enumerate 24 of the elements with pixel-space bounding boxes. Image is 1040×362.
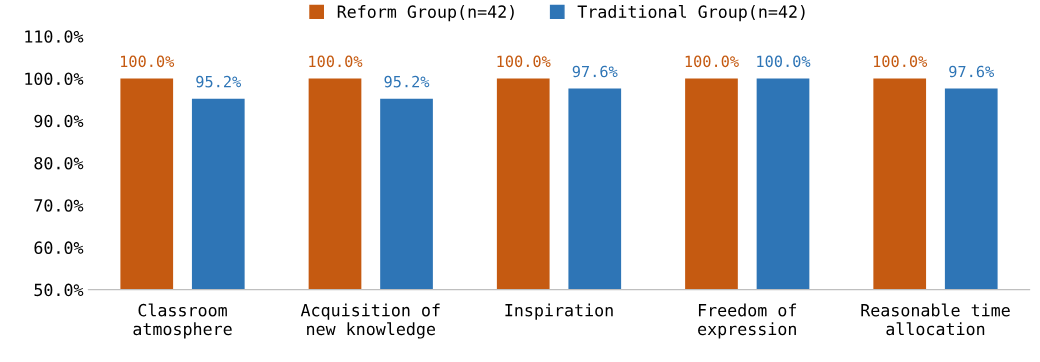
y-tick-label: 50.0% — [34, 283, 84, 297]
data-label: 100.0% — [757, 55, 811, 68]
data-label: 100.0% — [497, 55, 551, 68]
data-label: 100.0% — [685, 55, 739, 68]
data-label: 97.6% — [572, 65, 618, 78]
data-label: 100.0% — [873, 55, 928, 68]
y-tick-label: 110.0% — [25, 30, 84, 43]
legend-label: Traditional Group(n=42) — [577, 4, 805, 22]
y-tick-label: 80.0% — [34, 156, 84, 170]
y-tick-label: 100.0% — [25, 72, 84, 86]
data-label: 95.2% — [384, 75, 430, 88]
y-tick-label: 70.0% — [34, 199, 84, 212]
x-tick-label: Reasonable time allocation — [861, 303, 1010, 336]
x-tick-label: Inspiration — [505, 303, 613, 320]
y-tick-label: 90.0% — [34, 114, 84, 128]
legend-label: Reform Group(n=42) — [337, 5, 514, 22]
data-label: 95.2% — [196, 75, 242, 88]
data-label: 97.6% — [949, 65, 994, 78]
x-tick-label: Acquisition of new knowledge — [300, 303, 440, 339]
data-label: 100.0% — [121, 55, 175, 68]
data-label: 100.0% — [309, 55, 363, 68]
y-tick-label: 60.0% — [34, 241, 84, 254]
x-tick-label: Classroom atmosphere — [133, 303, 232, 339]
x-tick-label: Freedom of expression — [698, 303, 797, 339]
